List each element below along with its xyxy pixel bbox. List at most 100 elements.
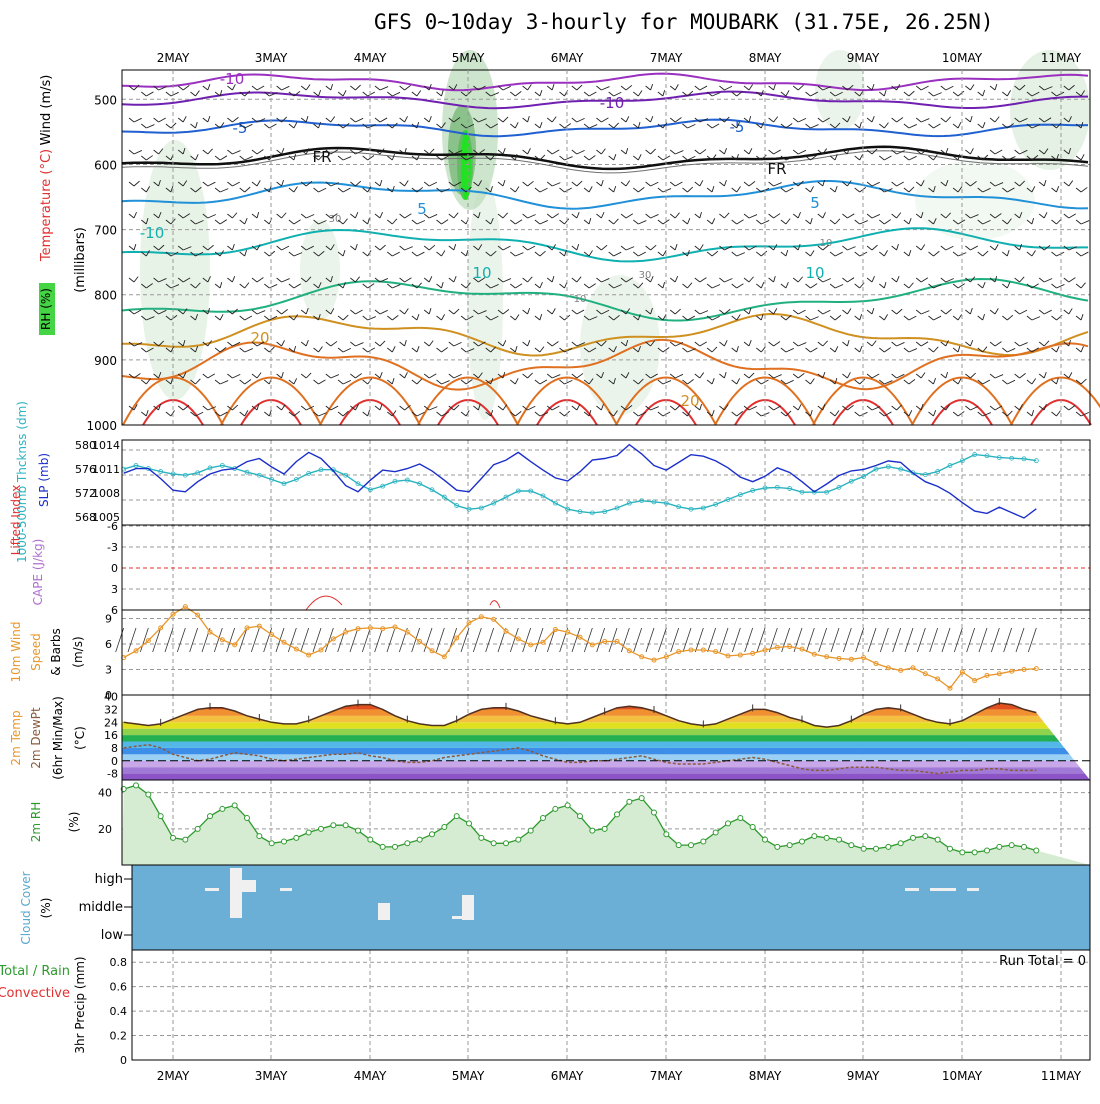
wind-barb-flag	[1051, 251, 1057, 257]
wind-barb	[281, 116, 288, 123]
wind-barb	[490, 154, 496, 161]
wind-barb	[1080, 346, 1084, 353]
wind-barb-10m	[818, 627, 828, 653]
wind-barb-flag	[399, 85, 405, 91]
wind-barb-flag	[350, 149, 356, 155]
wind-barb-flag	[485, 315, 491, 321]
wind-barb-10m	[731, 627, 741, 653]
wind-barb-10m	[152, 627, 162, 653]
wind-barb-flag	[842, 277, 848, 283]
wind-barb-flag	[337, 155, 344, 161]
wind-barb	[465, 155, 475, 161]
wind-barb-flag	[374, 245, 381, 251]
wind-barb	[650, 148, 656, 155]
wind-barb	[674, 308, 681, 315]
wind-barb	[687, 282, 693, 289]
wind-barb-flag	[854, 123, 860, 129]
wind-barb	[822, 117, 830, 123]
wind-barb-flag	[657, 155, 664, 161]
wind-barb-flag	[645, 213, 651, 219]
wind-barb-flag	[522, 181, 528, 187]
wind-barb-10m	[460, 627, 470, 653]
wind-barb-flag	[669, 309, 676, 315]
wind-barb-flag	[928, 251, 934, 257]
wind-barb	[1068, 180, 1074, 187]
wind-barb-flag	[866, 245, 873, 251]
wind-barb	[1043, 340, 1050, 347]
wind-barb-flag	[1014, 341, 1020, 347]
temp-arc	[319, 376, 421, 426]
wind-barb-flag	[165, 379, 172, 385]
wind-barb-flag	[780, 91, 787, 97]
wind-barb	[146, 283, 153, 289]
wind-barb	[748, 405, 757, 411]
wind-barb	[392, 91, 401, 97]
wind-barb-flag	[805, 187, 811, 193]
wind-barb-flag	[350, 405, 356, 411]
wind-barb-10m	[164, 627, 174, 653]
wind-barb	[195, 251, 204, 257]
wind-barb	[391, 154, 395, 161]
wind-barb-flag	[596, 213, 602, 219]
wind-barb	[945, 148, 949, 155]
wind-barb	[637, 378, 644, 385]
wind-barb-flag	[141, 187, 147, 193]
wind-barb	[687, 123, 696, 129]
wind-axis-label: Wind (m/s)	[39, 75, 54, 146]
wind-barb-flag	[165, 283, 172, 289]
wind-barb-flag	[669, 149, 676, 155]
wind-barb-flag	[214, 251, 221, 257]
wind-barb	[1019, 212, 1023, 219]
wind-barb-flag	[571, 149, 578, 155]
wind-barb	[711, 185, 715, 193]
rh-axis-label: RH (%)	[39, 288, 53, 330]
wind-barb-flag	[620, 117, 627, 123]
wind-barb	[478, 310, 487, 315]
wind-barb	[416, 220, 426, 225]
wind-barb-flag	[522, 213, 528, 219]
wind-barb-flag	[854, 283, 860, 289]
wind-barb	[158, 212, 162, 219]
wind-barb-flag	[608, 411, 614, 417]
wind-barb-10m	[805, 627, 815, 653]
wind-barb-flag	[190, 411, 196, 417]
wind-barb	[748, 276, 754, 283]
wind-barb-flag	[399, 277, 405, 283]
wind-barb-flag	[288, 91, 295, 97]
wind-barb	[933, 284, 942, 289]
thickness-line-marker	[725, 497, 731, 502]
wind-barb-flag	[288, 187, 295, 193]
wind-barb-flag	[1002, 315, 1008, 321]
wind-barb	[760, 122, 764, 129]
wind-barb	[195, 314, 199, 321]
wind-barb	[687, 379, 694, 385]
wind-barb	[994, 213, 1002, 219]
wind-barb	[908, 348, 918, 353]
wind-barb-flag	[842, 341, 848, 347]
wind-barb-flag	[743, 245, 750, 251]
wind-barb	[269, 315, 278, 321]
wind-barb	[847, 405, 854, 411]
wind-barb-flag	[1002, 91, 1008, 97]
wind-barb-flag	[436, 251, 442, 257]
wind-barb-flag	[682, 251, 688, 257]
wind-barb	[256, 341, 265, 347]
wind-barb	[822, 404, 826, 411]
wind-barb-flag	[596, 117, 602, 123]
wind-barb-flag	[952, 123, 959, 129]
wind-barb-flag	[251, 149, 258, 155]
wind-barb	[711, 92, 721, 97]
wind-barb-flag	[854, 315, 860, 321]
wind-barb	[354, 243, 358, 251]
wind-barb-flag	[965, 245, 971, 251]
wind-barb-flag	[1051, 379, 1057, 385]
contour-label: 5	[810, 194, 820, 212]
wind-barb	[293, 153, 297, 161]
wind-barb	[1019, 84, 1026, 91]
date-label-bottom: 4MAY	[354, 1069, 387, 1083]
wind-barb-10m	[953, 627, 963, 653]
wind-barb	[441, 219, 449, 225]
wind-barb	[490, 315, 499, 321]
wind-barb-flag	[153, 341, 159, 347]
wind-barb-flag	[460, 347, 467, 353]
